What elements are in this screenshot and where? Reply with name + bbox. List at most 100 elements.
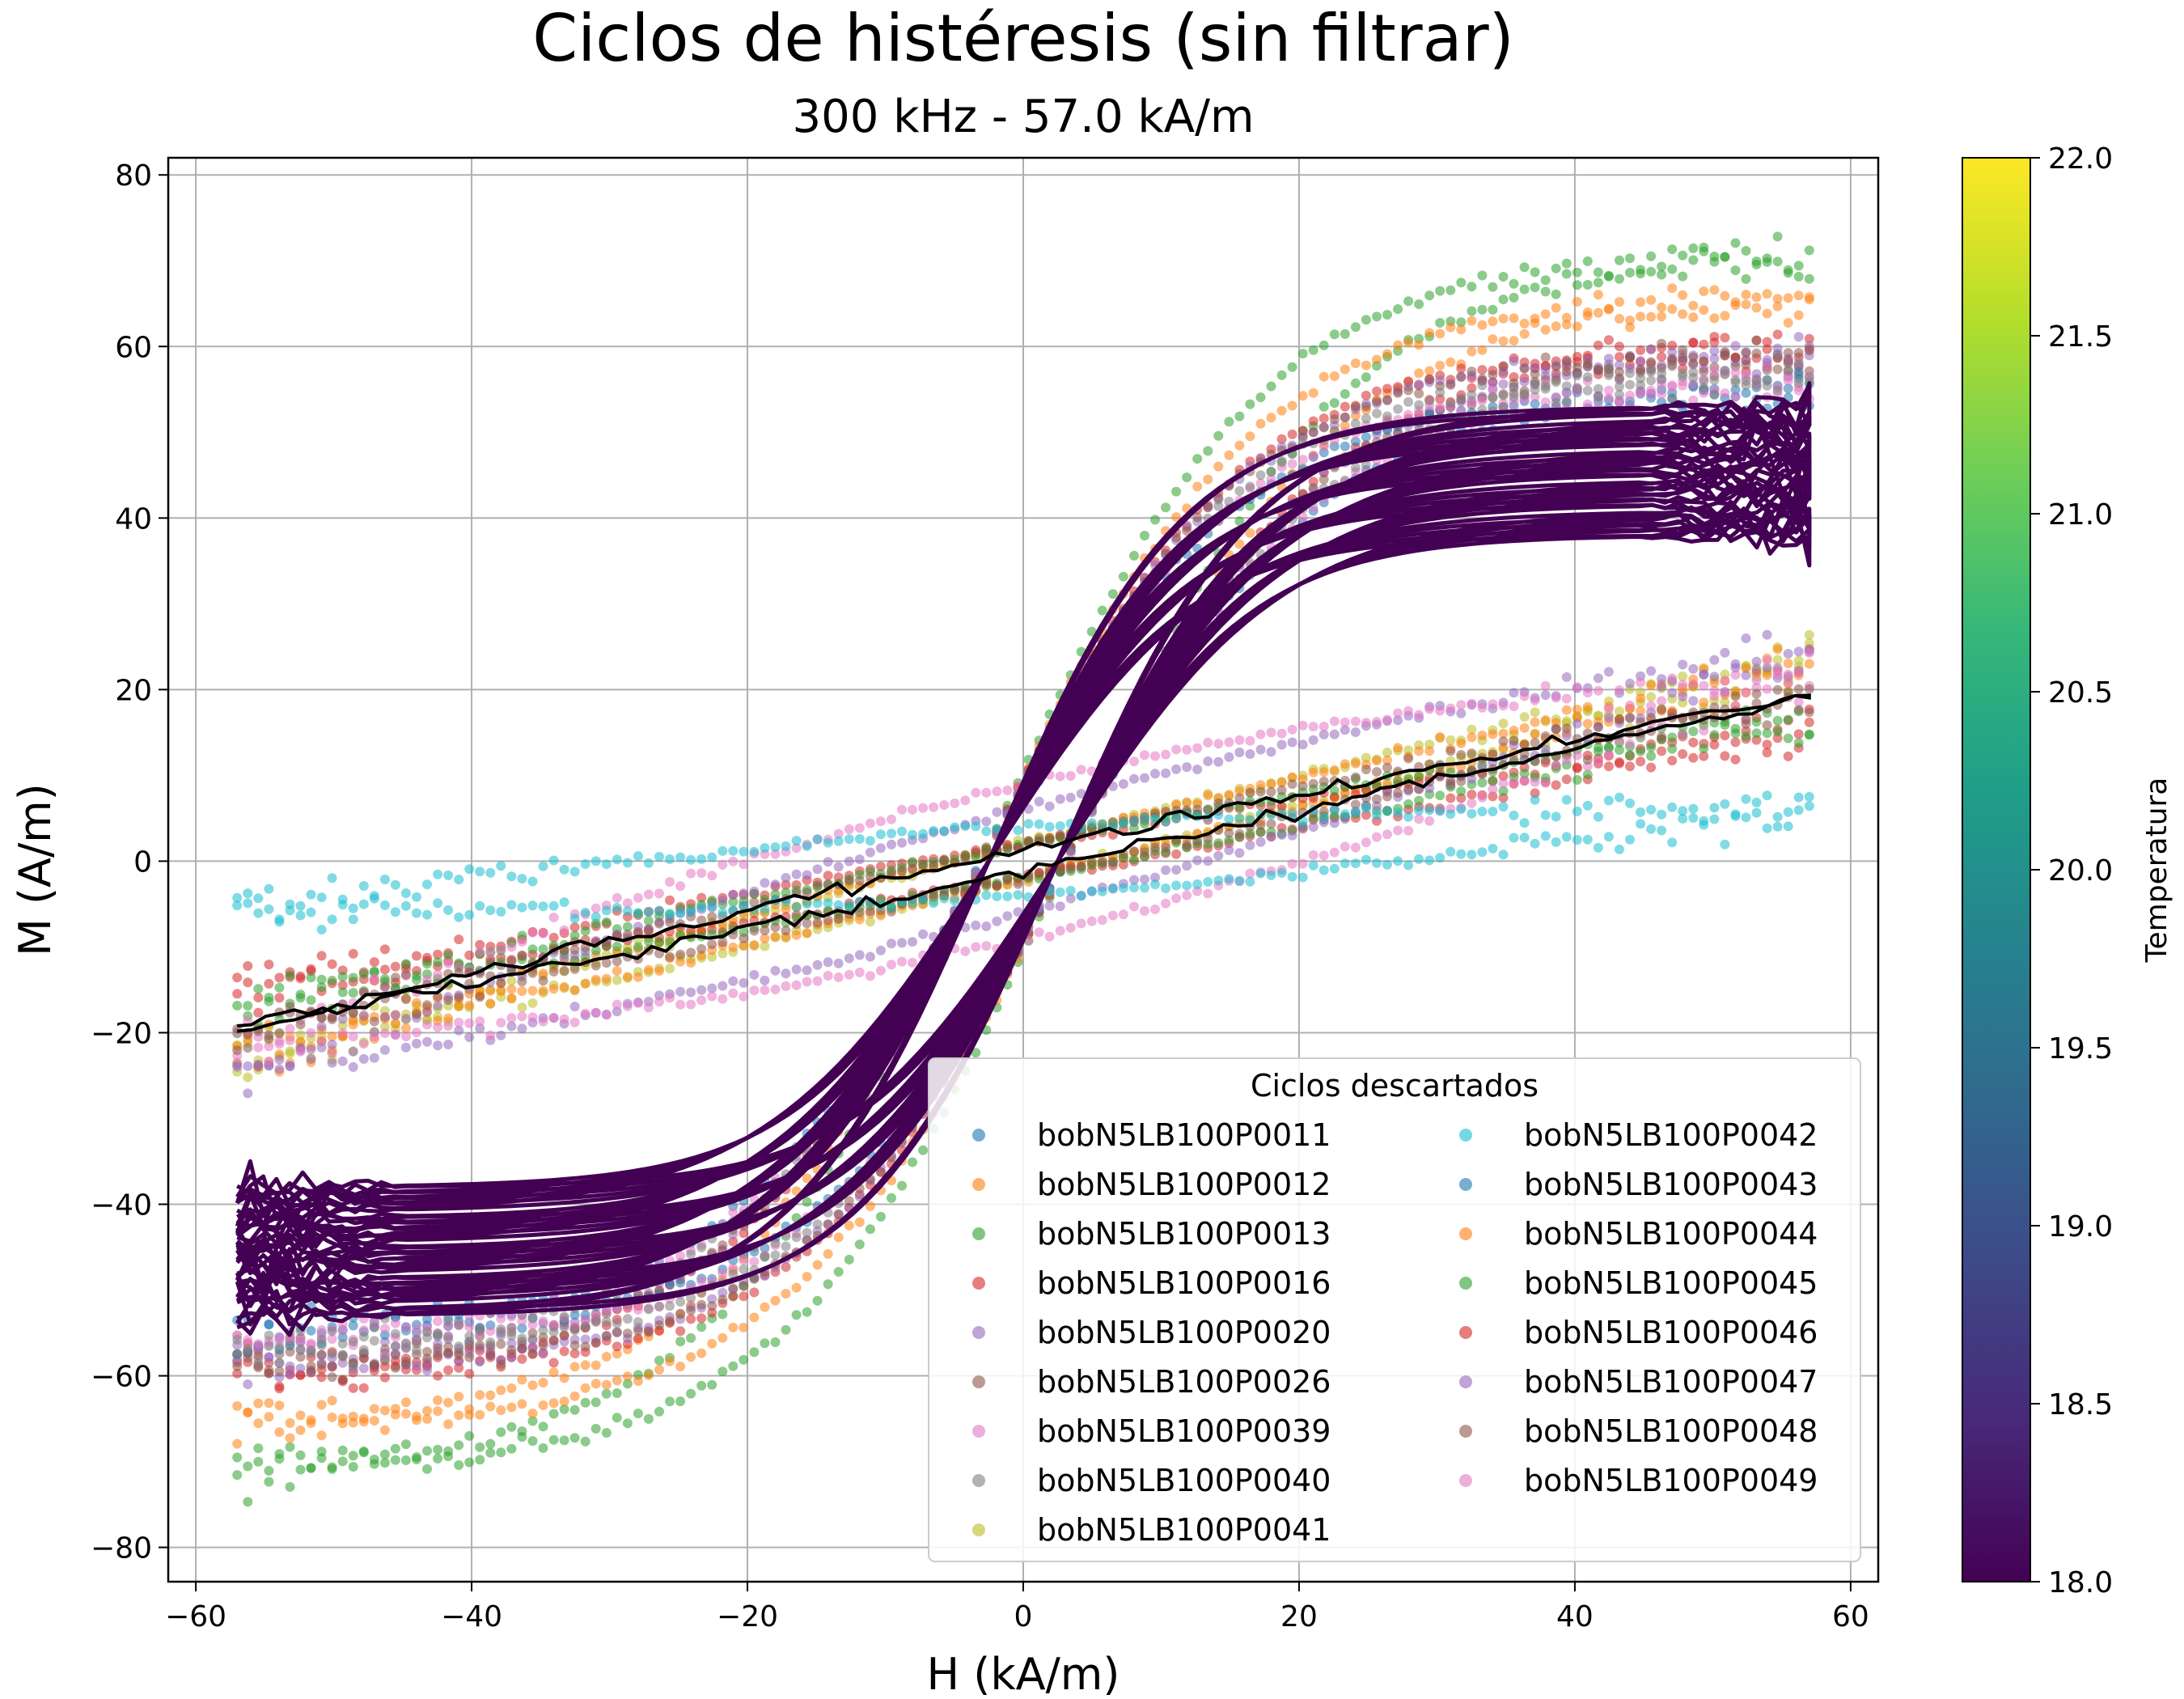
- data-point: [548, 900, 559, 911]
- data-point: [1793, 705, 1804, 715]
- data-point: [1245, 749, 1255, 759]
- data-point: [823, 857, 833, 867]
- data-point: [517, 1375, 527, 1385]
- data-point: [1435, 732, 1445, 742]
- data-point: [1203, 877, 1213, 887]
- data-point: [1636, 693, 1646, 704]
- data-point: [295, 1337, 306, 1347]
- data-point: [760, 985, 770, 995]
- data-point: [485, 1326, 496, 1337]
- data-point: [1297, 872, 1308, 883]
- data-point: [601, 917, 612, 927]
- data-point: [844, 969, 854, 980]
- data-point: [316, 925, 327, 934]
- data-point: [717, 845, 728, 856]
- data-point: [243, 961, 253, 971]
- data-point: [1150, 515, 1160, 525]
- data-point: [464, 1369, 475, 1379]
- data-point: [548, 1335, 559, 1345]
- data-point: [1140, 531, 1149, 540]
- data-point: [1772, 727, 1783, 737]
- data-point: [232, 1470, 243, 1481]
- data-point: [337, 1349, 348, 1360]
- data-point: [538, 944, 548, 955]
- data-point: [760, 1338, 770, 1349]
- data-point: [1403, 385, 1414, 396]
- x-tick-label: 0: [1014, 1600, 1033, 1633]
- data-point: [1255, 780, 1266, 790]
- data-point: [1783, 678, 1793, 688]
- data-point: [285, 1369, 295, 1379]
- data-point: [939, 855, 950, 866]
- data-point: [1615, 706, 1624, 717]
- data-point: [791, 930, 802, 940]
- data-point: [1783, 649, 1793, 659]
- data-point: [1646, 364, 1657, 375]
- data-point: [506, 1352, 517, 1362]
- data-point: [844, 1220, 854, 1231]
- data-point: [950, 822, 960, 833]
- data-point: [1561, 312, 1572, 323]
- data-point: [1297, 455, 1308, 465]
- data-point: [1424, 366, 1435, 376]
- data-point: [654, 937, 664, 947]
- data-point: [1213, 850, 1224, 861]
- data-point: [527, 1416, 538, 1426]
- data-point: [1804, 717, 1814, 727]
- data-point: [802, 841, 812, 851]
- data-point: [506, 956, 517, 966]
- data-point: [1350, 378, 1361, 388]
- data-point: [1519, 328, 1530, 339]
- data-point: [253, 1342, 264, 1353]
- discarded-series: [232, 790, 1814, 934]
- data-point: [1582, 800, 1593, 811]
- data-point: [1266, 779, 1276, 790]
- colorbar-tick-label: 21.5: [2048, 320, 2113, 354]
- data-point: [496, 1030, 506, 1040]
- data-point: [1636, 380, 1646, 391]
- data-point: [538, 1325, 548, 1336]
- data-point: [1509, 383, 1519, 392]
- data-point: [665, 951, 675, 962]
- data-point: [379, 875, 390, 884]
- data-point: [1140, 883, 1149, 893]
- data-point: [1582, 372, 1593, 383]
- data-point: [1625, 834, 1635, 845]
- legend-entry: bobN5LB100P0049: [1524, 1463, 1818, 1498]
- data-point: [1804, 729, 1814, 739]
- data-point: [400, 1023, 411, 1033]
- data-point: [1403, 296, 1414, 307]
- colorbar: Temperatura 18.018.519.019.520.020.521.0…: [1962, 142, 2173, 1599]
- data-point: [1530, 392, 1540, 402]
- data-point: [1266, 413, 1276, 423]
- data-point: [1772, 821, 1783, 832]
- data-point: [1603, 667, 1614, 677]
- data-point: [739, 991, 749, 1002]
- data-point: [569, 1405, 580, 1415]
- data-point: [295, 1410, 306, 1421]
- data-point: [337, 1014, 348, 1024]
- data-point: [770, 965, 781, 976]
- data-point: [686, 1305, 696, 1316]
- data-point: [306, 995, 316, 1006]
- data-point: [707, 871, 717, 881]
- data-point: [517, 1399, 527, 1409]
- data-point: [981, 880, 992, 891]
- data-point: [1467, 724, 1477, 735]
- data-point: [1456, 793, 1467, 803]
- data-point: [1540, 744, 1551, 755]
- data-point: [875, 843, 886, 854]
- data-point: [1192, 879, 1203, 889]
- data-point: [1709, 345, 1720, 356]
- data-point: [833, 972, 844, 982]
- data-point: [1414, 379, 1424, 390]
- data-point: [1488, 316, 1498, 327]
- data-point: [1065, 885, 1076, 896]
- data-point: [1435, 360, 1445, 371]
- data-point: [781, 1241, 791, 1252]
- data-point: [538, 1340, 548, 1350]
- data-point: [1403, 337, 1414, 348]
- data-point: [379, 964, 390, 975]
- data-point: [232, 1334, 243, 1345]
- data-point: [1171, 865, 1182, 875]
